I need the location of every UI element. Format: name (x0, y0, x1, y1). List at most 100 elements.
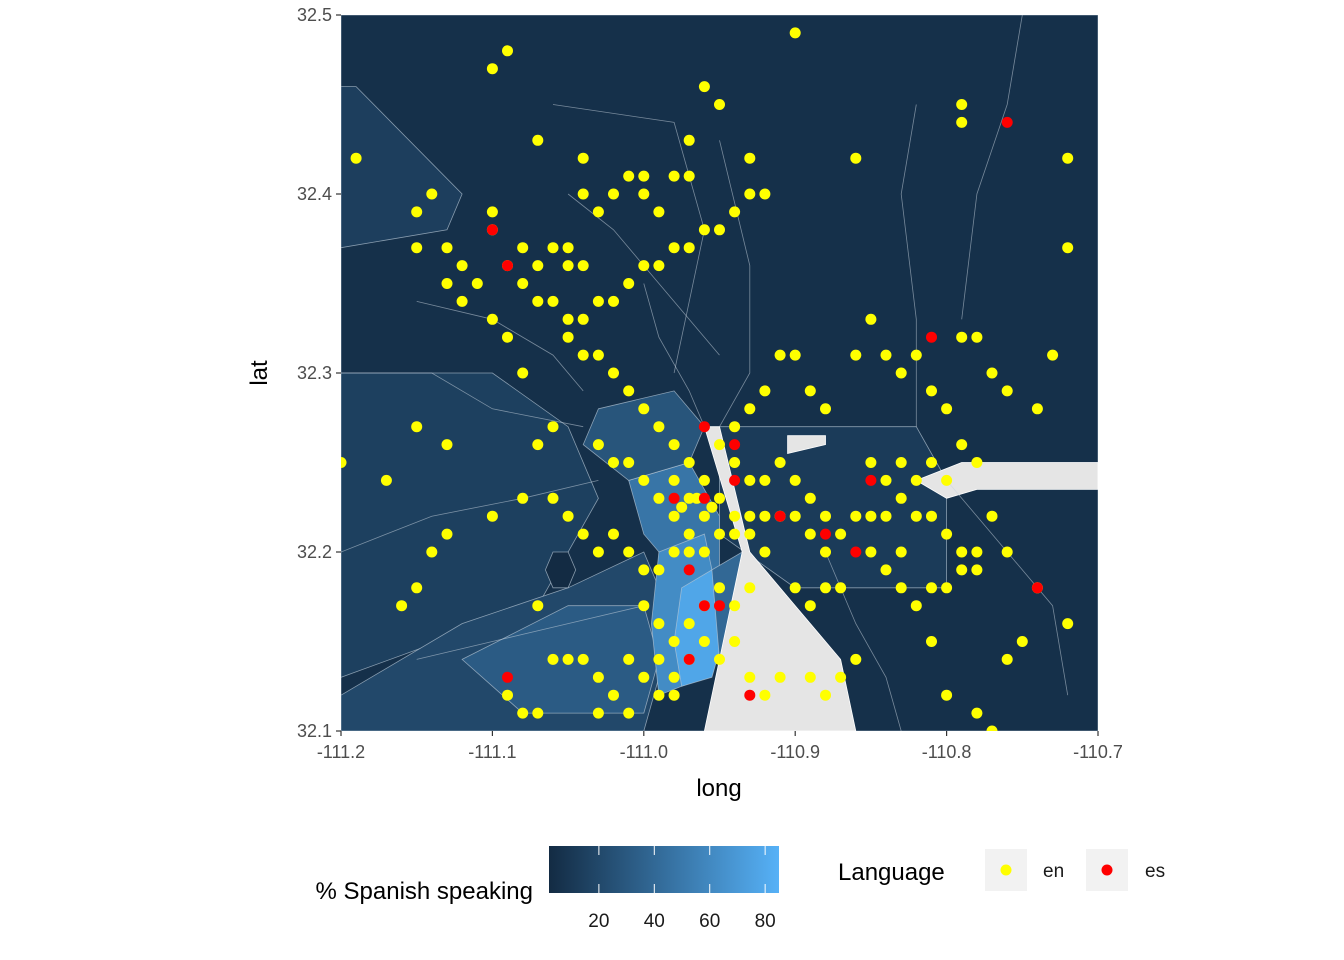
point-en (456, 260, 468, 272)
point-en (820, 403, 831, 415)
fill-legend-ticks: 20 40 60 80 (588, 846, 776, 932)
point-en (653, 421, 665, 433)
point-en (396, 600, 408, 612)
point-en (577, 349, 589, 361)
point-en (683, 546, 695, 558)
point-en (562, 510, 574, 522)
point-en (517, 278, 529, 289)
point-en (683, 457, 695, 468)
point-en (789, 474, 801, 486)
point-es (850, 546, 862, 558)
x-axis-title: long (696, 775, 741, 802)
x-tick-label: -110.9 (770, 742, 820, 762)
point-en (956, 439, 968, 451)
point-en (668, 671, 680, 683)
point-en (592, 707, 604, 719)
point-en (729, 510, 741, 522)
point-en (986, 725, 998, 731)
point-en (698, 636, 710, 647)
point-en (653, 260, 665, 272)
point-en (986, 367, 998, 379)
point-en (971, 546, 983, 558)
point-en (910, 349, 922, 361)
point-en (562, 260, 574, 272)
y-tick-label: 32.2 (297, 542, 332, 562)
point-en (411, 421, 423, 433)
point-en (759, 385, 771, 397)
point-en (683, 242, 695, 254)
point-en (789, 582, 801, 594)
point-en (562, 331, 574, 343)
point-en (592, 546, 604, 558)
point-es (683, 653, 695, 665)
point-en (895, 492, 907, 504)
point-en (486, 510, 498, 522)
point-en (706, 501, 718, 513)
point-en (341, 457, 347, 468)
tract-boundary-lines (341, 15, 1069, 731)
point-en (729, 600, 741, 612)
point-en (411, 206, 423, 218)
point-en (517, 367, 529, 379)
point-en (850, 653, 862, 665)
point-en (623, 278, 635, 289)
point-en (971, 457, 983, 468)
y-axis-title: lat (246, 360, 273, 386)
point-en (895, 546, 907, 558)
point-en (698, 224, 710, 236)
point-en (865, 510, 877, 522)
point-en (668, 546, 680, 558)
point-es (502, 671, 513, 683)
point-en (547, 421, 559, 433)
point-en (1062, 242, 1074, 254)
point-en (941, 689, 953, 701)
point-en (426, 188, 438, 200)
point-en (1031, 403, 1043, 415)
point-en (926, 636, 937, 647)
point-en (744, 671, 756, 683)
point-en (941, 474, 953, 486)
point-en (426, 546, 438, 558)
point-es (486, 224, 498, 236)
point-en (850, 349, 862, 361)
point-en (941, 582, 953, 594)
point-en (592, 206, 604, 218)
legend-dot-es (1101, 864, 1113, 876)
point-en (956, 116, 968, 128)
region-tiny-dark (544, 551, 577, 589)
tract-line (643, 283, 705, 427)
point-en (653, 653, 665, 665)
point-en (926, 510, 937, 522)
point-en (865, 457, 877, 468)
point-en (623, 457, 635, 468)
legend-dot-en (1000, 864, 1012, 876)
tract-line (961, 15, 1023, 320)
point-en (623, 385, 635, 397)
point-en (547, 295, 559, 307)
point-en (1001, 653, 1013, 665)
point-en (592, 671, 604, 683)
point-en (577, 653, 589, 665)
point-en (789, 349, 801, 361)
x-tick-label: -111.2 (317, 742, 365, 762)
point-en (941, 403, 953, 415)
point-en (653, 618, 665, 630)
point-en (486, 313, 498, 325)
fill-legend: % Spanish speaking 20 40 60 80 (316, 846, 779, 932)
point-en (653, 206, 665, 218)
point-es (926, 331, 937, 343)
point-en (502, 689, 513, 701)
y-tick-label: 32.1 (297, 721, 332, 741)
point-es (1031, 582, 1043, 594)
tract-line (416, 605, 644, 660)
point-en (820, 510, 831, 522)
point-en (850, 510, 862, 522)
y-tick-label: 32.4 (297, 184, 332, 204)
point-en (350, 152, 362, 164)
colorbar-tick-label: 60 (699, 911, 720, 932)
point-en (910, 600, 922, 612)
fill-legend-title: % Spanish speaking (316, 878, 533, 905)
point-en (835, 582, 847, 594)
tract-line (567, 193, 720, 356)
